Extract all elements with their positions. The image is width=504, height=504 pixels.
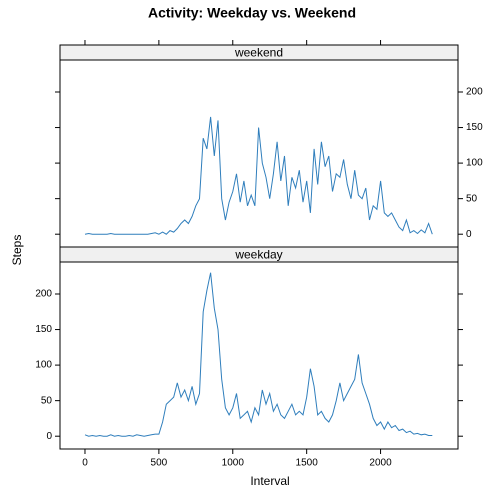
- y-tick-label: 150: [35, 324, 52, 335]
- y-tick-label: 0: [466, 229, 472, 240]
- y-tick-label: 100: [35, 360, 52, 371]
- y-tick-label: 200: [35, 289, 52, 300]
- x-tick-label: 0: [82, 458, 88, 469]
- y-tick-label: 50: [466, 193, 478, 204]
- strip-label: weekend: [234, 46, 283, 60]
- chart-title: Activity: Weekday vs. Weekend: [148, 5, 356, 21]
- x-tick-label: 1500: [296, 458, 319, 469]
- y-tick-label: 200: [466, 87, 483, 98]
- y-axis-label: Steps: [10, 235, 24, 266]
- x-tick-label: 500: [151, 458, 168, 469]
- y-tick-label: 0: [46, 431, 52, 442]
- y-tick-label: 50: [41, 395, 53, 406]
- x-axis-label: Interval: [250, 474, 289, 488]
- x-tick-label: 2000: [369, 458, 392, 469]
- line-series: [84, 272, 433, 437]
- strip-label: weekday: [234, 248, 282, 262]
- x-tick-label: 1000: [222, 458, 245, 469]
- panel: [59, 59, 459, 248]
- y-tick-label: 100: [466, 158, 483, 169]
- panel: [59, 261, 459, 450]
- line-series: [84, 116, 433, 235]
- y-tick-label: 150: [466, 122, 483, 133]
